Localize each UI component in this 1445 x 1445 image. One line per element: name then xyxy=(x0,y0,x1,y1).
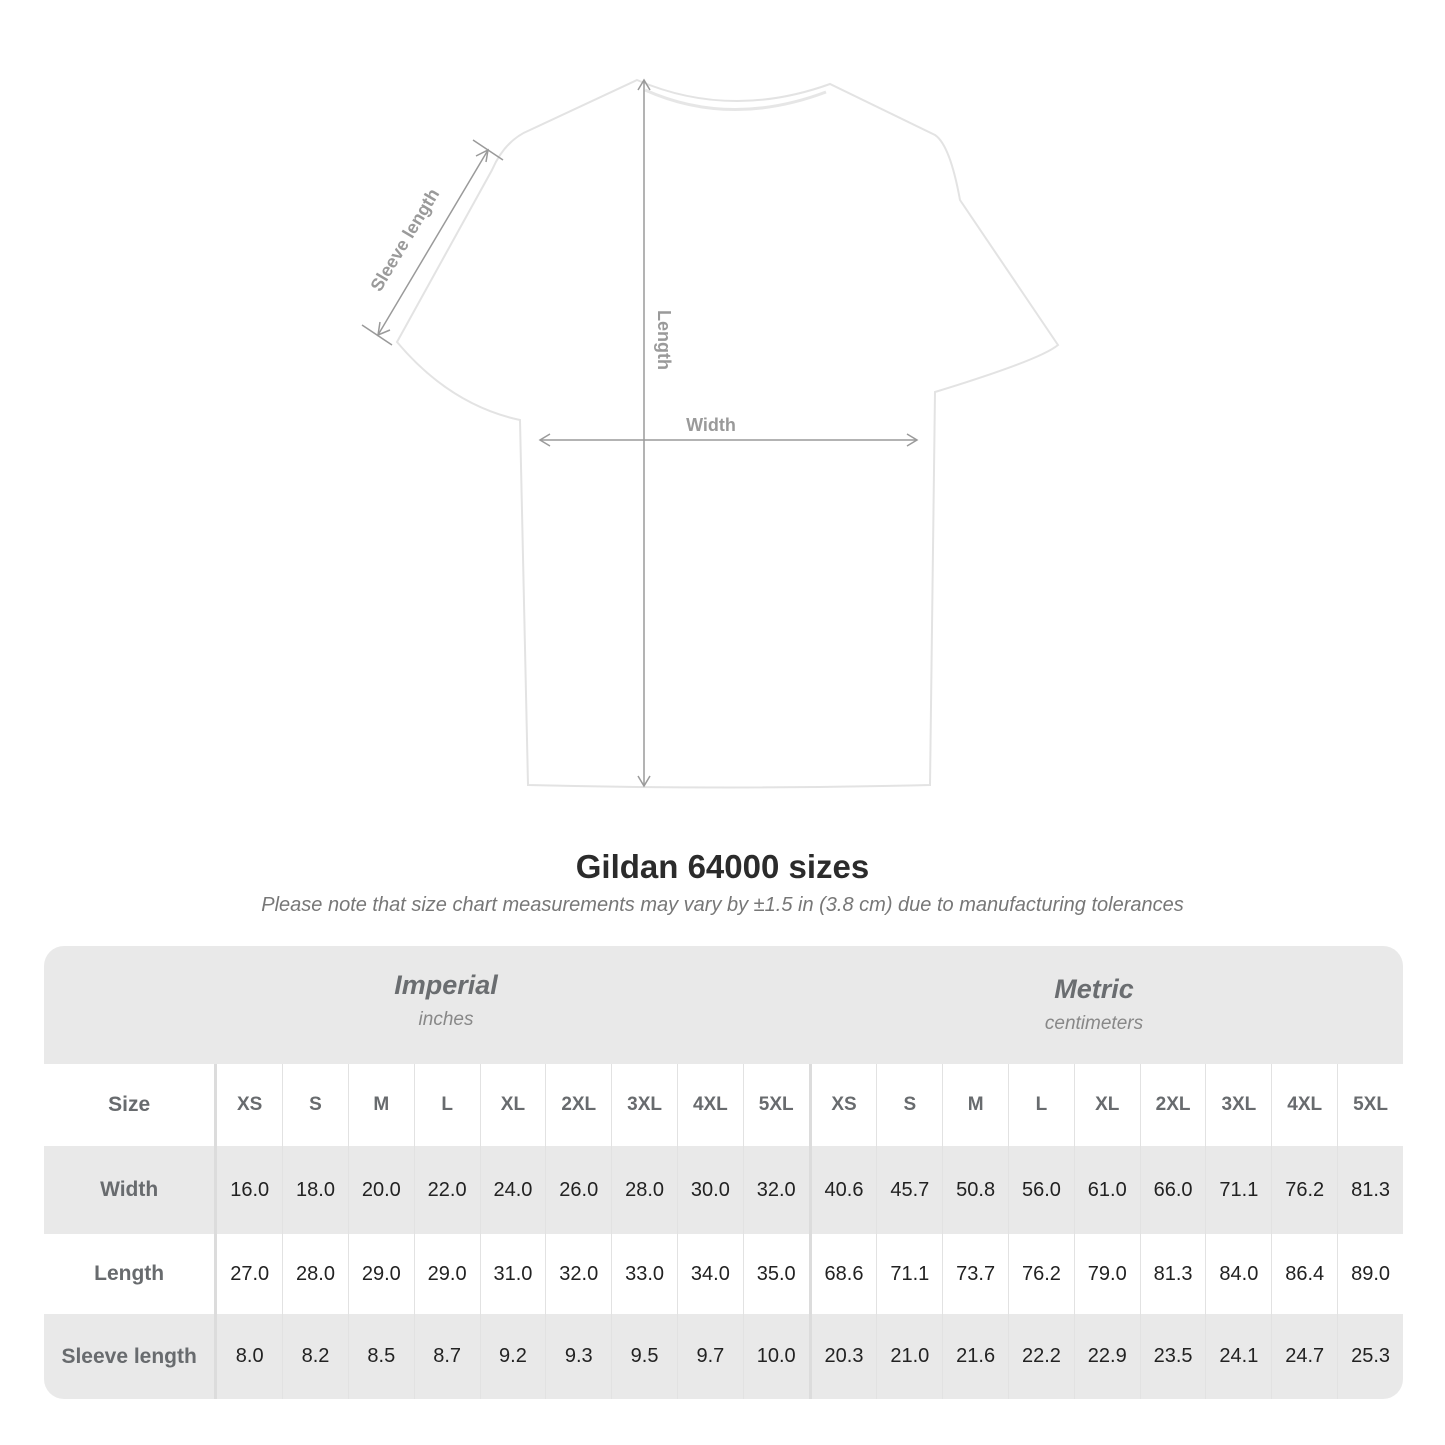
imperial-unit: inches xyxy=(418,1009,474,1030)
imperial-size-L: L xyxy=(413,1064,481,1146)
imperial-title: Imperial xyxy=(394,970,498,1000)
metric-size-5XL: 5XL xyxy=(1337,1064,1403,1146)
imperial-value-cell: 29.0 xyxy=(413,1234,481,1314)
metric-value-cell: 24.1 xyxy=(1205,1314,1272,1399)
metric-value-cell: 22.9 xyxy=(1073,1314,1141,1399)
size-chart: Imperial inches Metric centimeters Size X… xyxy=(44,946,1403,1399)
metric-size-2XL: 2XL xyxy=(1139,1064,1206,1146)
metric-size-S: S xyxy=(876,1064,943,1146)
metric-value-cell: 56.0 xyxy=(1008,1146,1075,1234)
imperial-value-cell: 32.0 xyxy=(742,1146,811,1234)
metric-value-cell: 84.0 xyxy=(1205,1234,1272,1314)
metric-size-M: M xyxy=(942,1064,1009,1146)
metric-value-cell: 73.7 xyxy=(942,1234,1009,1314)
table-row: Width 16.0 18.0 20.0 22.0 24.0 26.0 28.0 30.0 32.… xyxy=(44,1146,1403,1234)
metric-value-cell: 81.3 xyxy=(1337,1146,1403,1234)
metric-value-cell: 45.7 xyxy=(876,1146,943,1234)
metric-unit: centimeters xyxy=(1044,1013,1144,1034)
imperial-size-2XL: 2XL xyxy=(545,1064,612,1146)
metric-size-4XL: 4XL xyxy=(1271,1064,1338,1146)
metric-value-cell: 76.2 xyxy=(1271,1146,1338,1234)
table-row: Length 27.0 28.0 29.0 29.0 31.0 32.0 33.0 34.0 35… xyxy=(44,1234,1403,1314)
tolerance-note: Please note that size chart measurements… xyxy=(261,894,1184,916)
metric-size-3XL: 3XL xyxy=(1205,1064,1272,1146)
imperial-size-XL: XL xyxy=(479,1064,546,1146)
size-header-row: Size XS S M L XL 2XL 3XL 4XL 5XL XS S M L XL 2XL 3XL 4XL 5… xyxy=(44,1064,1403,1146)
length-label: Length xyxy=(654,310,674,370)
metric-value-cell: 50.8 xyxy=(942,1146,1009,1234)
imperial-value-cell: 16.0 xyxy=(215,1146,283,1234)
tshirt-diagram: Width Length Sleeve length xyxy=(361,78,1060,789)
imperial-value-cell: 8.5 xyxy=(347,1314,415,1399)
imperial-value-cell: 18.0 xyxy=(282,1146,349,1234)
metric-value-cell: 21.6 xyxy=(942,1314,1009,1399)
metric-size-XL: XL xyxy=(1073,1064,1141,1146)
imperial-value-cell: 31.0 xyxy=(479,1234,546,1314)
metric-value-cell: 22.2 xyxy=(1008,1314,1075,1399)
metric-title: Metric xyxy=(1054,974,1134,1004)
imperial-value-cell: 8.0 xyxy=(215,1314,283,1399)
imperial-value-cell: 9.3 xyxy=(545,1314,612,1399)
metric-value-cell: 61.0 xyxy=(1073,1146,1141,1234)
imperial-value-cell: 9.7 xyxy=(676,1314,744,1399)
imperial-value-cell: 9.2 xyxy=(479,1314,546,1399)
imperial-size-4XL: 4XL xyxy=(676,1064,744,1146)
imperial-value-cell: 29.0 xyxy=(347,1234,415,1314)
width-label: Width xyxy=(686,415,736,435)
metric-size-XS: XS xyxy=(808,1064,877,1146)
tshirt-illustration xyxy=(395,78,1060,789)
metric-value-cell: 40.6 xyxy=(808,1146,877,1234)
sleeve-line xyxy=(377,149,489,336)
metric-value-cell: 71.1 xyxy=(1205,1146,1272,1234)
metric-value-cell: 24.7 xyxy=(1271,1314,1338,1399)
metric-header: Metric centimeters xyxy=(864,974,1324,1035)
size-table: Size XS S M L XL 2XL 3XL 4XL 5XL XS S M L XL 2XL 3XL 4XL 5… xyxy=(44,1064,1403,1399)
metric-value-cell: 25.3 xyxy=(1337,1314,1403,1399)
imperial-size-XS: XS xyxy=(215,1064,283,1146)
imperial-value-cell: 10.0 xyxy=(742,1314,811,1399)
imperial-value-cell: 8.2 xyxy=(282,1314,349,1399)
metric-value-cell: 68.6 xyxy=(808,1234,877,1314)
metric-value-cell: 86.4 xyxy=(1271,1234,1338,1314)
imperial-value-cell: 27.0 xyxy=(215,1234,283,1314)
imperial-header: Imperial inches xyxy=(216,970,676,1031)
metric-value-cell: 79.0 xyxy=(1073,1234,1141,1314)
size-chart-header: Imperial inches Metric centimeters xyxy=(44,946,1403,1064)
metric-value-cell: 66.0 xyxy=(1139,1146,1206,1234)
imperial-value-cell: 26.0 xyxy=(545,1146,612,1234)
metric-value-cell: 20.3 xyxy=(808,1314,877,1399)
imperial-value-cell: 30.0 xyxy=(676,1146,744,1234)
imperial-value-cell: 32.0 xyxy=(545,1234,612,1314)
imperial-value-cell: 34.0 xyxy=(676,1234,744,1314)
metric-size-L: L xyxy=(1008,1064,1075,1146)
page-title: Gildan 64000 sizes xyxy=(575,848,870,885)
metric-value-cell: 81.3 xyxy=(1139,1234,1206,1314)
imperial-value-cell: 22.0 xyxy=(413,1146,481,1234)
metric-value-cell: 21.0 xyxy=(876,1314,943,1399)
row-label: Length xyxy=(44,1234,218,1314)
imperial-value-cell: 9.5 xyxy=(611,1314,678,1399)
imperial-size-S: S xyxy=(282,1064,349,1146)
table-row: Sleeve length 8.0 8.2 8.5 8.7 9.2 9.3 9.5 9.7 10.… xyxy=(44,1314,1403,1399)
imperial-value-cell: 35.0 xyxy=(742,1234,811,1314)
imperial-size-3XL: 3XL xyxy=(611,1064,678,1146)
metric-value-cell: 89.0 xyxy=(1337,1234,1403,1314)
imperial-value-cell: 33.0 xyxy=(611,1234,678,1314)
metric-value-cell: 76.2 xyxy=(1008,1234,1075,1314)
metric-value-cell: 23.5 xyxy=(1139,1314,1206,1399)
imperial-size-M: M xyxy=(347,1064,415,1146)
imperial-size-5XL: 5XL xyxy=(742,1064,811,1146)
metric-value-cell: 71.1 xyxy=(876,1234,943,1314)
row-label: Sleeve length xyxy=(44,1314,218,1399)
imperial-value-cell: 24.0 xyxy=(479,1146,546,1234)
imperial-value-cell: 20.0 xyxy=(347,1146,415,1234)
imperial-value-cell: 28.0 xyxy=(282,1234,349,1314)
row-label: Width xyxy=(44,1146,218,1234)
row-label: Size xyxy=(44,1064,218,1146)
imperial-value-cell: 8.7 xyxy=(413,1314,481,1399)
imperial-value-cell: 28.0 xyxy=(611,1146,678,1234)
